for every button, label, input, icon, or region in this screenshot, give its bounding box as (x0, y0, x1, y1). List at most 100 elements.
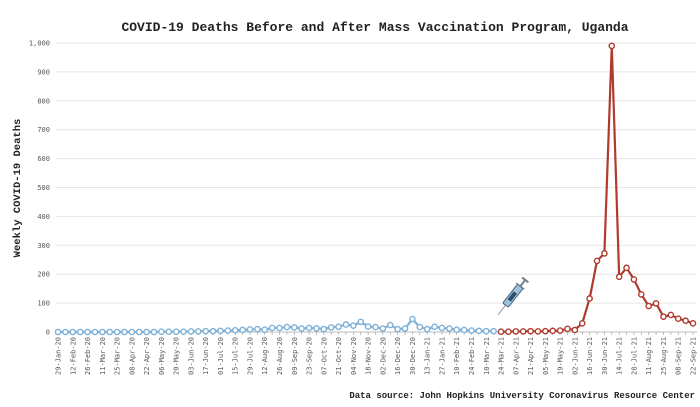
data-point (689, 320, 697, 327)
y-tick-label: 1,000 (29, 40, 50, 48)
x-tick-label: 22-Apr-20 (143, 337, 151, 375)
x-tick-label: 08-Apr-20 (128, 337, 136, 375)
data-point (327, 324, 335, 331)
data-point (682, 317, 689, 325)
x-tick-label: 03-Jun-20 (187, 337, 195, 375)
data-point (209, 327, 217, 335)
data-point (578, 320, 586, 327)
x-tick-label: 01-Jul-20 (217, 337, 225, 375)
x-tick-label: 02-Jun-21 (571, 337, 579, 375)
data-point (194, 328, 202, 335)
data-point (468, 327, 475, 334)
data-point (180, 328, 187, 336)
y-axis-ticks: 0 100 200 300 400 500 600 700 800 900 1,000 (29, 40, 50, 337)
series-line (501, 44, 694, 333)
data-point (99, 328, 106, 336)
data-point (542, 327, 549, 335)
syringe-icon (497, 276, 530, 315)
data-point (372, 323, 379, 331)
x-tick-label: 16-Dec-20 (394, 337, 402, 375)
data-point (460, 326, 468, 334)
x-tick-label: 20-May-20 (173, 337, 181, 375)
data-point (549, 327, 557, 335)
x-tick-label: 07-Apr-21 (512, 337, 520, 375)
data-point (667, 311, 675, 319)
x-tick-label: 15-Jul-20 (232, 337, 240, 375)
data-point (386, 321, 394, 329)
data-point (224, 327, 232, 334)
x-tick-label: 30-Jun-21 (601, 337, 609, 375)
data-point (482, 327, 490, 335)
y-tick-label: 900 (37, 68, 50, 76)
x-tick-label: 10-Mar-21 (483, 337, 491, 375)
x-tick-label: 12-Feb-20 (69, 337, 77, 375)
data-point (76, 328, 84, 336)
x-tick-label: 21-Apr-21 (527, 337, 535, 375)
data-point (268, 324, 276, 332)
data-point (453, 326, 461, 333)
x-tick-label: 19-May-21 (557, 337, 565, 375)
data-point (106, 328, 113, 336)
data-point (645, 302, 652, 310)
y-tick-label: 800 (37, 97, 50, 105)
x-tick-label: 05-May-21 (542, 337, 550, 375)
x-tick-label: 11-Mar-20 (99, 337, 107, 375)
data-point (593, 257, 601, 265)
data-point (128, 328, 136, 336)
data-point (630, 276, 638, 283)
x-tick-label: 29-Jan-20 (55, 337, 63, 375)
data-point (91, 328, 99, 336)
data-point (623, 264, 630, 272)
data-point (187, 328, 195, 335)
data-point (512, 328, 520, 335)
data-point (254, 325, 261, 333)
y-tick-label: 100 (37, 300, 50, 308)
data-point (505, 328, 512, 336)
data-point (113, 328, 121, 336)
data-point (652, 300, 660, 307)
data-point (497, 328, 505, 336)
x-tick-label: 22-Sep-21 (690, 337, 698, 375)
data-point (165, 328, 173, 336)
x-tick-label: 29-Jul-20 (246, 337, 254, 375)
data-point (69, 328, 77, 336)
data-point (158, 328, 165, 336)
x-tick-label: 25-Aug-21 (660, 337, 668, 375)
data-point (615, 273, 623, 281)
data-point (556, 327, 564, 334)
data-point (638, 291, 645, 298)
x-tick-label: 26-Feb-20 (84, 337, 92, 375)
data-source-note: Data source: John Hopkins University Cor… (349, 391, 695, 401)
data-point (379, 325, 387, 332)
data-point (217, 327, 224, 335)
y-tick-label: 500 (37, 184, 50, 192)
data-point (438, 324, 446, 332)
x-tick-label: 04-Nov-20 (350, 337, 358, 375)
data-point (54, 328, 62, 336)
x-tick-label: 24-Mar-21 (498, 337, 506, 375)
data-point (121, 328, 128, 336)
chart-title: COVID-19 Deaths Before and After Mass Va… (121, 20, 628, 35)
data-point (350, 322, 357, 329)
y-tick-label: 400 (37, 213, 50, 221)
x-tick-label: 17-Jun-20 (202, 337, 210, 375)
x-tick-label: 27-Jan-21 (438, 337, 446, 375)
data-point (519, 328, 527, 335)
x-tick-label: 02-Dec-20 (379, 337, 387, 375)
data-point (357, 318, 365, 326)
series-group (54, 42, 697, 336)
data-point (534, 328, 542, 335)
x-tick-label: 12-Aug-20 (261, 337, 269, 375)
x-tick-label: 14-Jul-21 (616, 337, 624, 375)
x-tick-label: 28-Jul-21 (630, 337, 638, 375)
data-point (335, 323, 342, 331)
x-tick-label: 23-Sep-20 (306, 337, 314, 375)
data-point (143, 328, 150, 336)
data-point (571, 326, 579, 334)
x-tick-label: 10-Feb-21 (453, 337, 461, 375)
data-point (290, 324, 298, 331)
data-point (674, 315, 682, 323)
data-point (446, 325, 453, 332)
data-point (423, 325, 431, 333)
